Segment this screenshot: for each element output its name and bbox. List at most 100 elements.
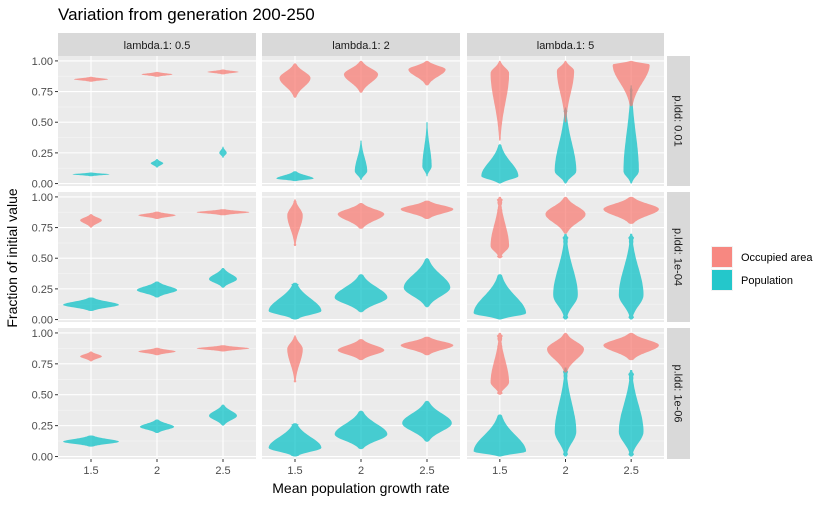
violin-population	[623, 85, 639, 184]
violin-occupied-area	[603, 196, 659, 224]
violin-population	[481, 144, 519, 184]
violin-population	[334, 274, 388, 313]
violin-population	[219, 146, 227, 158]
violin-occupied-area	[337, 339, 385, 361]
violin-population	[63, 297, 119, 311]
violin-occupied-area	[207, 69, 239, 75]
violin-population	[473, 414, 527, 457]
violin-population	[422, 122, 432, 177]
violin-population	[276, 171, 314, 182]
violin-occupied-area	[80, 351, 102, 362]
facet-strip-row-label: p.ldd: 1e-04	[672, 228, 684, 286]
violin-population	[554, 367, 577, 457]
y-tick-label: 0.00	[32, 315, 53, 327]
violin-population	[139, 419, 175, 433]
violin-population	[268, 282, 322, 320]
facet-strip-row	[667, 192, 690, 322]
facet-panel	[58, 56, 256, 186]
violin-occupied-area	[400, 200, 454, 219]
y-tick-label: 0.25	[32, 148, 53, 160]
violin-occupied-area	[337, 203, 385, 229]
y-tick-label: 0.75	[32, 359, 53, 371]
x-tick-label: 1.5	[492, 465, 507, 477]
panels-layer: lambda.1: 0.5 lambda.1: 2 lambda.1: 5 p.ldd…	[32, 33, 690, 477]
violin-population	[354, 140, 368, 180]
facet-strip-column	[467, 33, 664, 56]
legend: Occupied area Population	[711, 246, 813, 291]
violin-occupied-area	[490, 196, 510, 259]
violin-population	[334, 410, 388, 450]
violin-occupied-area	[400, 336, 454, 356]
y-tick-label: 0.75	[32, 223, 53, 235]
chart-title: Variation from generation 200-250	[58, 5, 315, 24]
facet-panel	[262, 56, 460, 186]
violin-occupied-area	[73, 76, 109, 82]
y-tick-label: 1.00	[32, 56, 53, 68]
x-tick-label: 2.5	[419, 465, 434, 477]
violin-occupied-area	[141, 71, 173, 77]
facet-strip-column-label: lambda.1: 2	[332, 40, 389, 52]
violin-occupied-area	[138, 347, 176, 356]
violin-occupied-area	[80, 214, 102, 228]
violin-occupied-area	[547, 332, 584, 373]
violin-population	[150, 159, 164, 168]
violin-occupied-area	[138, 211, 176, 219]
violin-population	[618, 233, 644, 320]
legend-label: Population	[741, 275, 793, 287]
y-tick-label: 0.75	[32, 87, 53, 99]
y-tick-label: 0.00	[32, 452, 53, 464]
facet-panel	[262, 192, 460, 322]
x-tick-label: 2	[154, 465, 160, 477]
x-tick-label: 1.5	[287, 465, 302, 477]
x-tick-label: 1.5	[83, 465, 98, 477]
violin-population	[72, 172, 110, 177]
violin-population	[402, 400, 452, 442]
violin-occupied-area	[490, 332, 510, 395]
facet-panel	[467, 328, 664, 459]
x-tick-label: 2.5	[215, 465, 230, 477]
facet-strip-row-label: p.ldd: 0.01	[672, 95, 684, 146]
y-tick-label: 0.50	[32, 253, 53, 265]
violin-population	[403, 258, 451, 308]
y-axis-title: Fraction of initial value	[4, 188, 20, 328]
violin-population	[554, 107, 577, 184]
violin-occupied-area	[612, 60, 650, 107]
y-tick-label: 0.25	[32, 284, 53, 296]
legend-swatch	[712, 247, 732, 267]
facet-panel	[58, 192, 256, 322]
violin-occupied-area	[196, 209, 250, 216]
facet-strip-column	[262, 33, 460, 56]
y-tick-label: 0.50	[32, 390, 53, 402]
violin-population	[553, 233, 578, 320]
violin-occupied-area	[287, 199, 303, 246]
x-axis-title: Mean population growth rate	[272, 480, 450, 496]
y-tick-label: 0.50	[32, 117, 53, 129]
violin-occupied-area	[287, 335, 303, 383]
facet-panel	[58, 328, 256, 459]
facet-strip-row-label: p.ldd: 1e-06	[672, 364, 684, 422]
violin-occupied-area	[545, 196, 586, 234]
violin-population	[473, 274, 527, 320]
facet-strip-column-label: lambda.1: 5	[537, 40, 594, 52]
facet-panel	[467, 56, 664, 186]
violin-occupied-area	[279, 63, 311, 98]
violin-occupied-area	[408, 60, 446, 86]
violin-population	[268, 423, 322, 457]
violin-occupied-area	[343, 60, 379, 93]
facet-strip-column	[58, 33, 256, 56]
violin-occupied-area	[196, 345, 250, 352]
facet-strip-row	[667, 328, 690, 459]
x-tick-label: 2	[562, 465, 568, 477]
x-tick-label: 2.5	[624, 465, 639, 477]
violin-occupied-area	[603, 332, 659, 361]
violin-population	[618, 370, 644, 457]
facet-panel	[262, 328, 460, 459]
violin-population	[63, 435, 119, 447]
legend-swatch	[712, 270, 732, 290]
violin-population	[209, 404, 237, 426]
facet-strip-column-label: lambda.1: 0.5	[124, 40, 191, 52]
facet-panel	[467, 192, 664, 322]
y-tick-label: 0.00	[32, 179, 53, 191]
violin-population	[136, 281, 178, 298]
